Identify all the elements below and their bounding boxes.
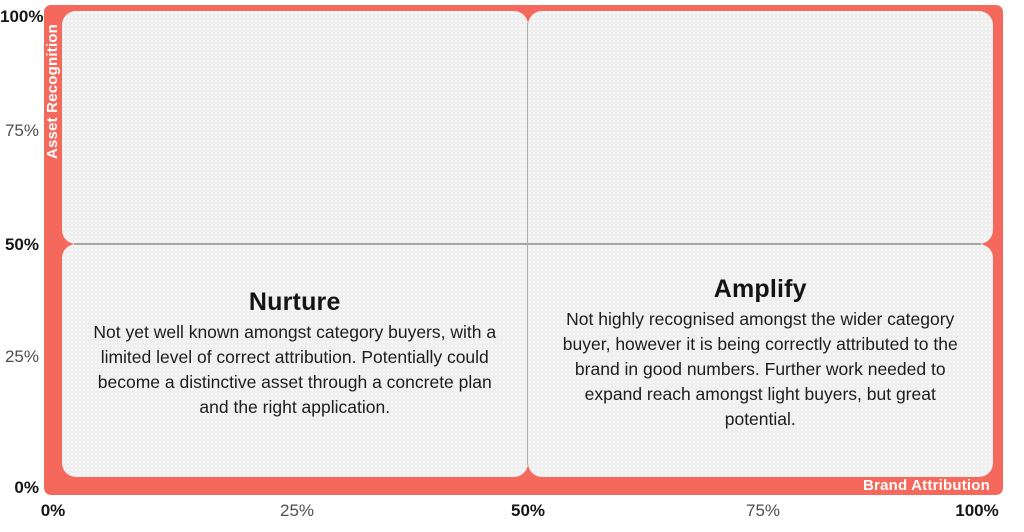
quadrant-top-right <box>527 11 993 244</box>
y-axis-title-wrap: Asset Recognition <box>44 13 62 169</box>
plot-area: Nurture Not yet well known amongst categ… <box>62 11 993 477</box>
quadrant-title-amplify: Amplify <box>713 275 807 303</box>
quadrant-bottom-right: Amplify Not highly recognised amongst th… <box>527 244 994 477</box>
quadrant-bottom-right-content: Amplify Not highly recognised amongst th… <box>528 244 994 477</box>
quadrant-bottom-left-content: Nurture Not yet well known amongst categ… <box>62 244 528 477</box>
y-axis-title: Asset Recognition <box>44 23 62 159</box>
quadrant-description-nurture: Not yet well known amongst category buye… <box>93 321 497 417</box>
x-tick-25: 25% <box>279 501 315 520</box>
y-tick-25: 25% <box>4 347 39 366</box>
y-tick-50: 50% <box>4 235 39 254</box>
y-tick-100: 100% <box>0 7 44 26</box>
quadrant-bottom-left: Nurture Not yet well known amongst categ… <box>62 244 528 477</box>
quadrant-title-nurture: Nurture <box>248 287 341 316</box>
x-tick-0: 0% <box>40 501 66 520</box>
x-tick-100: 100% <box>955 501 999 520</box>
x-tick-75: 75% <box>745 501 781 520</box>
quadrant-description-amplify: Not highly recognised amongst the wider … <box>562 309 958 429</box>
x-tick-50: 50% <box>510 501 546 520</box>
x-axis-title: Brand Attribution <box>863 477 990 494</box>
quadrant-top-left <box>62 11 528 244</box>
chart-frame: Asset Recognition Nurture Not yet well k… <box>44 5 1003 495</box>
vertical-divider <box>526 23 529 465</box>
y-tick-0: 0% <box>14 478 39 497</box>
y-tick-75: 75% <box>4 121 39 140</box>
